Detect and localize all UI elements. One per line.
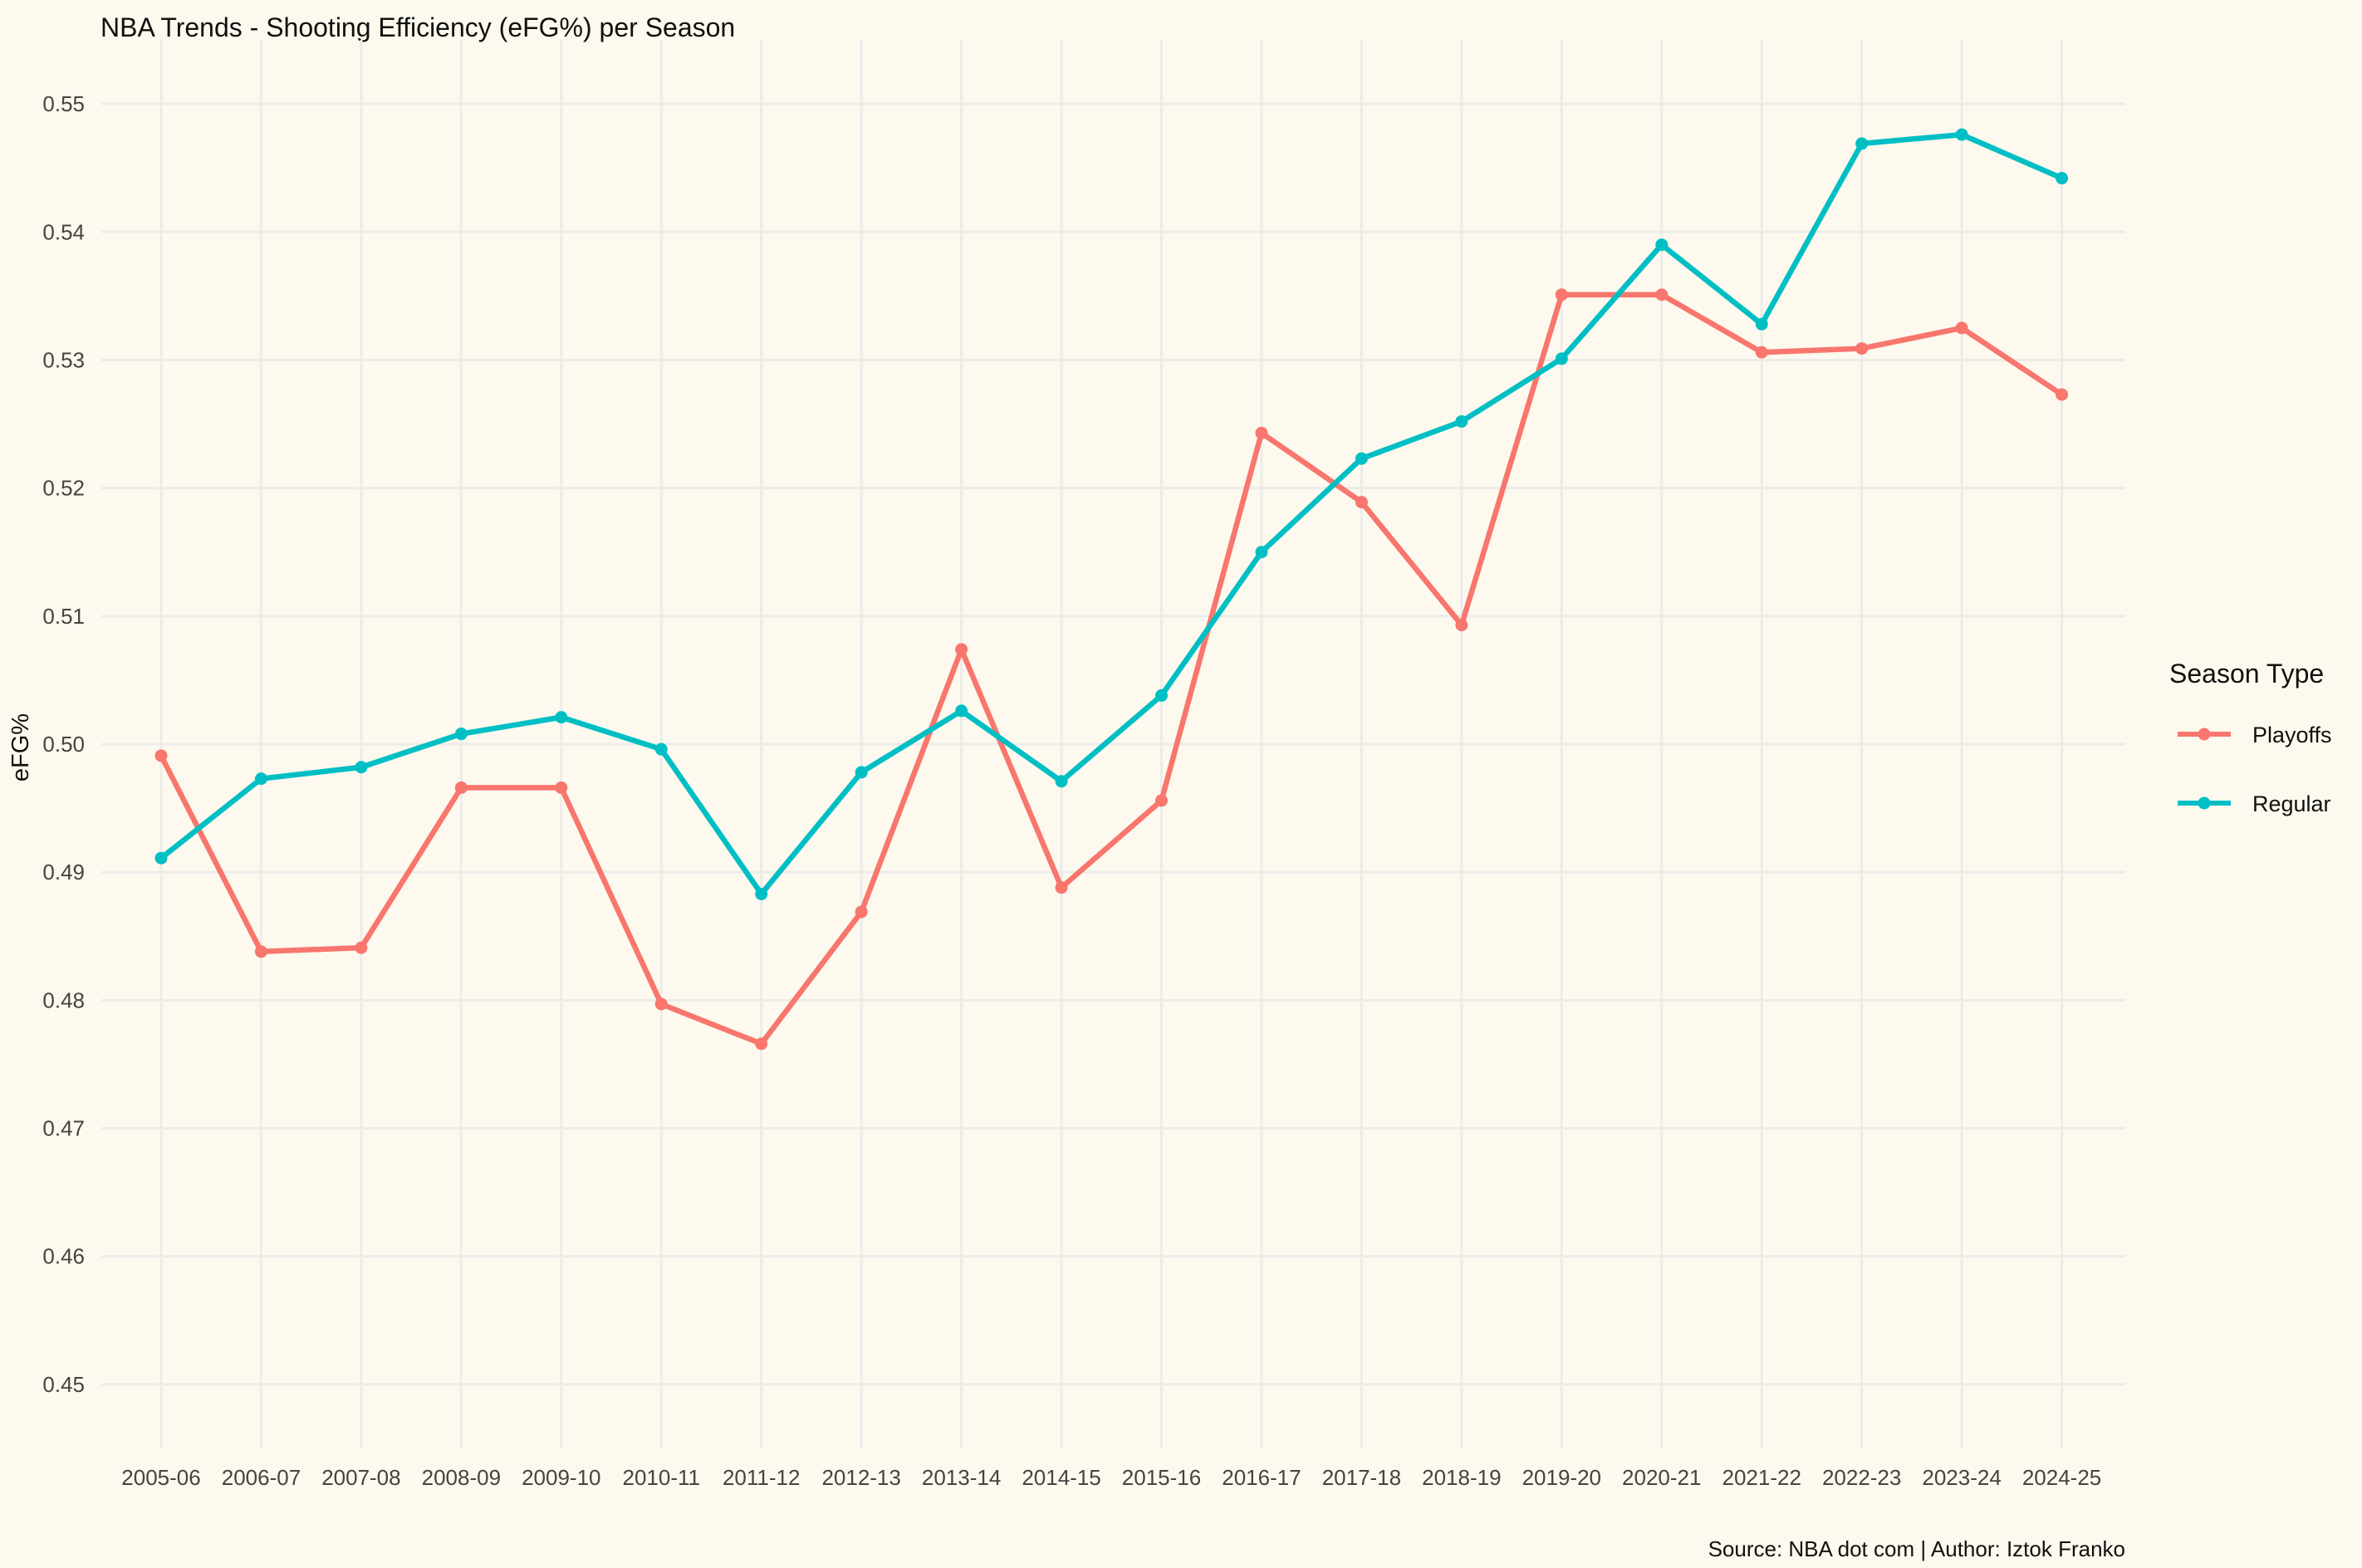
chart-title: NBA Trends - Shooting Efficiency (eFG%) … [100,12,735,42]
data-point-regular [454,728,468,741]
data-point-regular [654,742,668,756]
data-point-playoffs [1455,619,1468,632]
y-tick-label: 0.45 [42,1372,85,1397]
x-tick-label: 2015-16 [1122,1465,1201,1490]
data-point-playoffs [855,905,868,919]
data-point-playoffs [1555,288,1568,301]
x-tick-label: 2017-18 [1322,1465,1401,1490]
series [154,128,2069,1051]
x-tick-label: 2013-14 [922,1465,1001,1490]
data-point-playoffs [355,941,368,954]
x-tick-label: 2018-19 [1422,1465,1501,1490]
x-tick-label: 2007-08 [321,1465,400,1490]
data-point-regular [555,711,568,724]
data-point-playoffs [1255,426,1268,439]
data-point-regular [855,766,868,779]
data-point-playoffs [755,1037,768,1051]
data-point-playoffs [555,781,568,794]
x-tick-label: 2023-24 [1922,1465,2001,1490]
series-line-regular [158,131,2065,897]
y-tick-label: 0.46 [42,1244,85,1269]
legend-key-point-playoffs [2198,728,2211,741]
data-point-playoffs [955,643,968,656]
legend-label-playoffs: Playoffs [2252,723,2332,747]
data-point-regular [755,887,768,900]
legend-title: Season Type [2169,659,2324,688]
data-point-regular [1655,238,1669,252]
data-point-playoffs [1055,881,1068,894]
x-tick-labels: 2005-06 2006-07 2007-08 2008-09 2009-10 2010-… [121,1465,2101,1490]
x-tick-label: 2024-25 [2022,1465,2101,1490]
data-point-regular [1755,317,1768,331]
data-point-regular [1355,452,1368,465]
data-point-regular [1555,352,1568,365]
legend-item-regular: Regular [2178,791,2331,816]
y-axis-label: eFG% [7,713,34,782]
data-point-regular [1155,688,1168,702]
x-tick-label: 2012-13 [821,1465,900,1490]
data-point-regular [1255,546,1268,559]
legend: Season Type Playoffs Regular [2169,659,2332,816]
data-point-regular [355,761,368,774]
data-point-playoffs [1855,342,1869,355]
x-tick-label: 2021-22 [1722,1465,1801,1490]
data-point-regular [1955,128,1968,141]
y-tick-label: 0.54 [42,219,85,244]
data-point-playoffs [1755,345,1768,359]
chart-caption: Source: NBA dot com | Author: Iztok Fran… [1708,1536,2125,1561]
data-point-regular [1055,775,1068,788]
x-tick-label: 2006-07 [222,1465,301,1490]
data-point-playoffs [1355,496,1368,509]
y-tick-label: 0.50 [42,732,85,757]
data-point-playoffs [654,997,668,1011]
x-tick-label: 2009-10 [522,1465,600,1490]
x-tick-label: 2022-23 [1822,1465,1901,1490]
legend-label-regular: Regular [2252,791,2331,816]
legend-key-point-regular [2198,796,2211,810]
series-line-playoffs [158,292,2065,1047]
y-tick-label: 0.47 [42,1116,85,1141]
legend-item-playoffs: Playoffs [2178,723,2332,747]
x-tick-label: 2008-09 [422,1465,501,1490]
x-tick-label: 2019-20 [1522,1465,1601,1490]
data-point-playoffs [154,749,168,762]
data-point-playoffs [454,781,468,794]
data-point-regular [254,772,267,786]
data-point-regular [154,851,168,865]
data-point-regular [955,704,968,718]
data-point-regular [2056,172,2069,185]
data-point-playoffs [1655,288,1669,301]
y-tick-label: 0.55 [42,91,85,116]
y-tick-label: 0.53 [42,347,85,372]
y-tick-label: 0.49 [42,860,85,884]
y-tick-labels: 0.45 0.46 0.47 0.48 0.49 0.50 0.51 0.52 0.53 0.54… [42,91,85,1397]
data-point-regular [1855,137,1869,150]
data-point-playoffs [1955,321,1968,335]
x-tick-label: 2011-12 [723,1465,801,1490]
y-tick-label: 0.52 [42,476,85,501]
series-regular [154,128,2069,900]
x-tick-label: 2010-11 [623,1465,701,1490]
y-tick-label: 0.51 [42,604,85,629]
x-tick-label: 2020-21 [1622,1465,1701,1490]
data-point-playoffs [2056,388,2069,401]
y-tick-label: 0.48 [42,987,85,1012]
x-tick-label: 2005-06 [121,1465,200,1490]
gridlines [101,40,2125,1448]
series-playoffs [154,288,2069,1051]
data-point-regular [1455,414,1468,428]
data-point-playoffs [1155,794,1168,807]
x-tick-label: 2016-17 [1222,1465,1301,1490]
x-tick-label: 2014-15 [1022,1465,1100,1490]
data-point-playoffs [254,945,267,958]
